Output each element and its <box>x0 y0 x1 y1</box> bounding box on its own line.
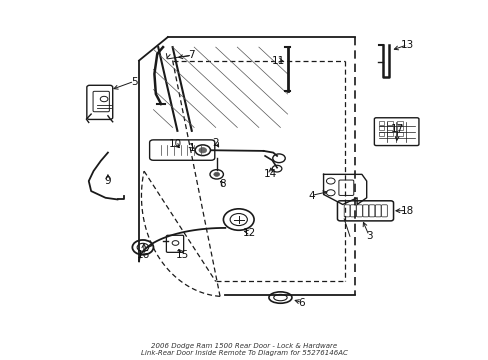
FancyBboxPatch shape <box>338 180 353 195</box>
Text: 8: 8 <box>219 179 226 189</box>
FancyBboxPatch shape <box>386 132 392 136</box>
Text: 12: 12 <box>242 228 255 238</box>
FancyBboxPatch shape <box>378 126 384 130</box>
Text: 3: 3 <box>365 231 372 241</box>
Text: 13: 13 <box>400 40 413 50</box>
FancyBboxPatch shape <box>368 205 374 217</box>
FancyBboxPatch shape <box>386 126 392 130</box>
FancyBboxPatch shape <box>337 201 393 221</box>
Text: 11: 11 <box>271 55 284 66</box>
FancyBboxPatch shape <box>362 205 368 217</box>
FancyBboxPatch shape <box>356 205 362 217</box>
FancyBboxPatch shape <box>374 118 418 145</box>
Text: 18: 18 <box>400 206 413 216</box>
Text: 17: 17 <box>390 124 404 134</box>
Circle shape <box>199 148 206 153</box>
FancyBboxPatch shape <box>166 235 183 252</box>
FancyBboxPatch shape <box>378 121 384 125</box>
FancyBboxPatch shape <box>396 126 402 130</box>
FancyBboxPatch shape <box>344 205 349 217</box>
Text: 14: 14 <box>264 169 277 179</box>
FancyBboxPatch shape <box>396 121 402 125</box>
FancyBboxPatch shape <box>375 205 380 217</box>
Text: 10: 10 <box>168 139 181 149</box>
FancyBboxPatch shape <box>87 85 112 120</box>
Text: 6: 6 <box>298 298 305 308</box>
Text: 2006 Dodge Ram 1500 Rear Door - Lock & Hardware
Link-Rear Door Inside Remote To : 2006 Dodge Ram 1500 Rear Door - Lock & H… <box>141 343 347 356</box>
Text: 4: 4 <box>307 191 314 201</box>
FancyBboxPatch shape <box>381 205 386 217</box>
Text: 9: 9 <box>104 176 111 186</box>
Text: 1: 1 <box>188 143 195 153</box>
FancyBboxPatch shape <box>378 132 384 136</box>
Text: 5: 5 <box>131 77 137 87</box>
FancyBboxPatch shape <box>350 205 355 217</box>
FancyBboxPatch shape <box>149 140 214 160</box>
Text: 7: 7 <box>188 50 195 60</box>
Text: 2: 2 <box>212 138 219 148</box>
FancyBboxPatch shape <box>93 91 109 112</box>
FancyBboxPatch shape <box>386 121 392 125</box>
Text: 15: 15 <box>175 250 188 260</box>
Text: 16: 16 <box>137 250 150 260</box>
FancyBboxPatch shape <box>396 132 402 136</box>
Circle shape <box>213 172 219 176</box>
